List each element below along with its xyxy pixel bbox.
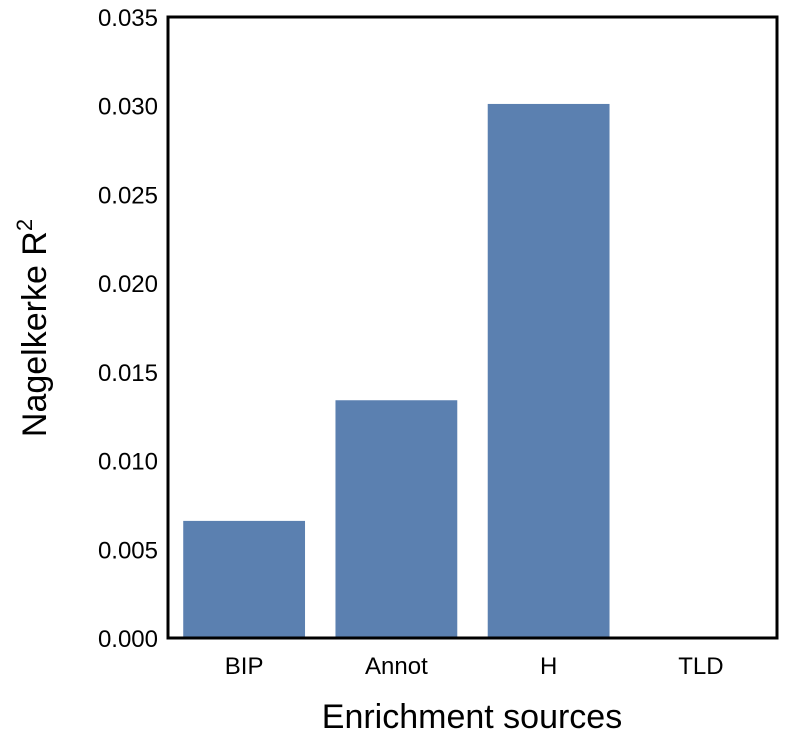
bar-h [487, 103, 610, 638]
bar-bip [183, 520, 306, 638]
y-axis-title-main: Nagelkerke R [16, 231, 54, 437]
y-axis-title: Nagelkerke R2 [12, 219, 54, 437]
bars-group [183, 103, 610, 638]
x-tick-label: BIP [225, 653, 264, 680]
y-tick-label: 0.010 [98, 449, 158, 476]
y-tick-label: 0.005 [98, 537, 158, 564]
y-tick-label: 0.000 [98, 626, 158, 653]
x-tick-label: TLD [678, 653, 723, 680]
y-tick-label: 0.030 [98, 94, 158, 121]
y-tick-label: 0.025 [98, 182, 158, 209]
y-axis-ticks: 0.000 0.005 0.010 0.015 0.020 0.025 0.030 0.035 [98, 5, 158, 653]
y-tick-label: 0.020 [98, 271, 158, 298]
x-axis-ticks: BIP Annot H TLD [225, 653, 724, 680]
y-tick-label: 0.035 [98, 5, 158, 32]
bar-annot [335, 400, 458, 638]
plot-frame [166, 15, 779, 640]
x-tick-label: Annot [365, 653, 428, 680]
y-tick-label: 0.015 [98, 360, 158, 387]
x-axis-title: Enrichment sources [322, 698, 622, 735]
x-tick-label: H [540, 653, 557, 680]
y-axis-title-superscript: 2 [12, 219, 37, 231]
